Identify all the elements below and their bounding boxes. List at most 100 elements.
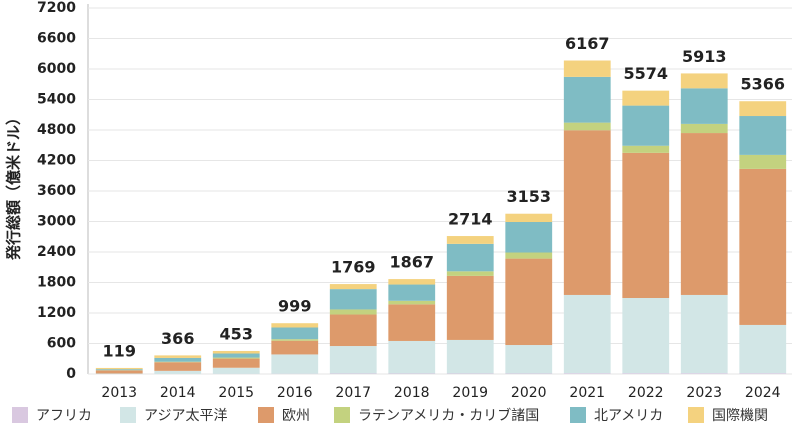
bar-segment [505,222,553,253]
bar-segment [446,236,494,244]
legend-swatch [120,407,136,423]
bar-segment [154,361,202,363]
total-label: 119 [103,341,136,360]
bar-segment [329,314,377,347]
y-tick-label: 4800 [37,122,76,138]
bar-segment [680,294,728,374]
bar-segment [739,116,787,155]
bar-segment [505,258,553,346]
bar-segment [329,346,377,374]
bar-segment [739,101,787,117]
bar-segment [739,324,787,374]
bar-segment [154,357,202,362]
x-tick-label: 2021 [569,385,605,401]
x-tick-label: 2023 [686,385,722,401]
legend-label: アジア太平洋 [144,408,227,424]
bar-segment [739,373,787,374]
total-label: 5913 [682,47,727,66]
total-label: 999 [278,297,311,316]
bar-segment [739,168,787,325]
total-label: 3153 [506,187,551,206]
y-tick-label: 0 [66,366,76,382]
x-tick-label: 2014 [160,385,196,401]
bar-segment [563,60,611,77]
bar-segment [622,145,670,153]
y-tick-label: 3600 [37,183,76,199]
bar-segment [271,323,319,328]
bar-segment [622,152,670,299]
bar-segment [95,367,143,370]
legend-label: 欧州 [282,408,310,424]
total-label: 5366 [740,75,785,94]
bar-segment [622,298,670,374]
bar-segment [680,88,728,124]
bar-segment [95,373,143,374]
y-tick-label: 600 [47,336,76,352]
bar-segment [95,370,143,374]
y-tick-label: 5400 [37,92,76,108]
bar-segment [212,358,260,368]
bar-segment [212,353,260,358]
bar-segment [622,90,670,106]
bar-segment [563,373,611,374]
bar-segment [154,355,202,358]
legend-label: アフリカ [36,408,92,424]
legend-label: 国際機関 [712,408,768,424]
bar-segment [680,133,728,295]
bar-segment [271,339,319,341]
bar-segment [154,370,202,374]
legend-swatch [334,407,350,423]
y-tick-label: 2400 [37,244,76,260]
bar-segment [388,373,436,374]
bar-segment [505,345,553,374]
total-label: 6167 [565,34,610,53]
x-tick-label: 2022 [628,385,664,401]
x-tick-label: 2019 [452,385,488,401]
bar-segment [271,354,319,374]
bar-segment [329,289,377,310]
bar-segment [563,294,611,374]
legend-label: 北アメリカ [594,408,663,424]
y-tick-label: 6600 [37,31,76,47]
legend-swatch [12,407,28,423]
total-label: 1769 [331,258,376,277]
bar-segment [271,340,319,355]
bar-segment [388,304,436,341]
bar-segment [212,357,260,359]
bar-segment [446,339,494,374]
y-axis-label: 発行総額（億米ドル） [5,110,23,261]
y-tick-label: 1800 [37,275,76,291]
bar-segment [739,154,787,169]
bar-segment [622,373,670,374]
y-tick-label: 6000 [37,61,76,77]
bar-segment [271,327,319,340]
legend-label: ラテンアメリカ・カリブ諸国 [358,407,539,424]
x-tick-label: 2015 [218,385,254,401]
bar-segment [154,362,202,371]
total-label: 1867 [389,253,434,272]
total-label: 5574 [623,64,668,83]
y-tick-label: 1200 [37,305,76,321]
total-label: 366 [161,329,194,348]
bar-segment [505,213,553,223]
bar-segment [505,252,553,259]
legend-swatch [570,407,586,423]
bar-segment [680,373,728,374]
x-tick-label: 2020 [511,385,547,401]
bar-segment [329,309,377,315]
bar-segment [329,284,377,290]
bar-segment [388,284,436,301]
y-tick-label: 7200 [37,0,76,16]
bar-segment [95,369,143,371]
bar-segment [563,76,611,123]
total-label: 453 [220,324,253,343]
bar-segment [563,130,611,295]
bar-segment [212,367,260,374]
y-tick-label: 4200 [37,153,76,169]
x-tick-label: 2024 [745,385,781,401]
x-tick-label: 2018 [394,385,430,401]
x-tick-label: 2017 [335,385,371,401]
total-label: 2714 [448,210,493,229]
